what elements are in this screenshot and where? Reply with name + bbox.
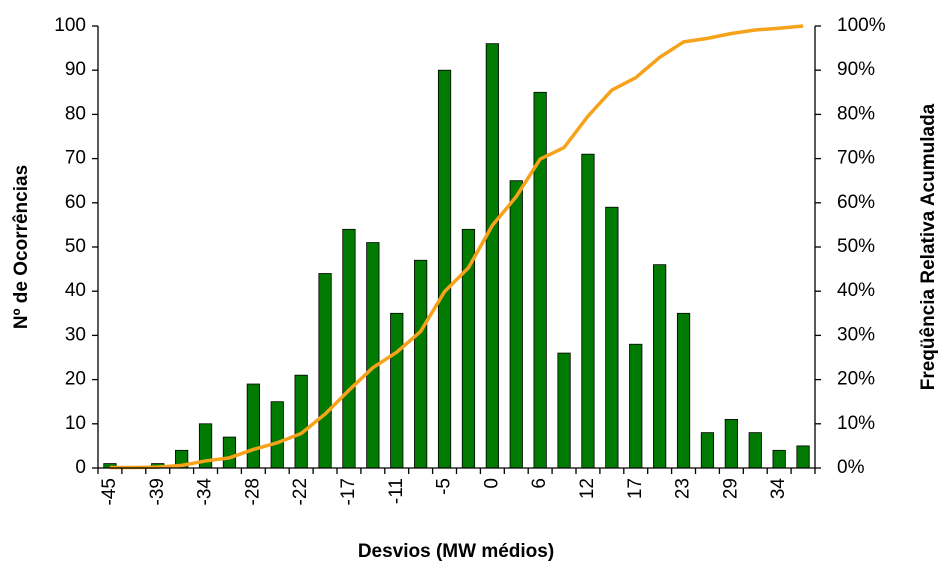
y2-tick-label: 30% <box>837 324 875 345</box>
bar <box>653 264 667 469</box>
y2-tick-label: 100% <box>837 15 886 36</box>
y-tick-label: 100 <box>54 15 86 36</box>
y-tick-label: 20 <box>65 369 86 390</box>
y2-tick-label: 40% <box>837 280 875 301</box>
bar <box>796 445 810 469</box>
bar <box>700 432 715 469</box>
y-tick-label: 50 <box>65 236 86 257</box>
bar <box>581 153 595 469</box>
y2-tick-label: 80% <box>837 103 875 124</box>
y2-tick-label: 70% <box>837 148 875 169</box>
y2-tick-label: 20% <box>837 369 875 390</box>
bar <box>270 401 284 469</box>
x-tick-label: 17 <box>625 478 646 499</box>
bar <box>294 374 308 469</box>
x-tick-label: -39 <box>147 478 168 505</box>
x-tick-label: -28 <box>242 478 263 505</box>
y-tick-label: 30 <box>65 324 86 345</box>
x-tick-label: 0 <box>481 478 502 489</box>
x-tick-label: 6 <box>529 478 550 489</box>
cumulative-line <box>109 24 804 470</box>
y2-tick-label: 10% <box>837 413 875 434</box>
x-tick-label: -22 <box>290 478 311 505</box>
y-tick-label: 80 <box>65 103 86 124</box>
y2-tick-label: 0% <box>837 457 865 478</box>
y-axis-title: Nº de Ocorrências <box>11 165 32 329</box>
bar <box>605 206 619 469</box>
bar <box>509 180 523 469</box>
x-tick-label: -45 <box>99 478 120 505</box>
bar <box>366 242 380 469</box>
x-tick-label: -34 <box>195 478 216 506</box>
y-tick-label: 70 <box>65 148 86 169</box>
bar <box>676 312 691 469</box>
y2-tick-label: 50% <box>837 236 875 257</box>
x-tick-label: 12 <box>577 478 598 499</box>
bar <box>246 383 260 469</box>
x-tick-label: -17 <box>338 478 359 505</box>
bar <box>318 273 332 469</box>
bar <box>724 418 738 469</box>
x-tick-label: 23 <box>673 478 694 499</box>
x-tick-label: 29 <box>720 478 741 499</box>
bar <box>222 436 237 469</box>
y-tick-label: 10 <box>65 413 86 434</box>
y-tick-label: 90 <box>65 59 86 80</box>
x-axis-title: Desvios (MW médios) <box>358 541 554 562</box>
y2-tick-label: 60% <box>837 192 875 213</box>
bar <box>485 43 499 469</box>
bar <box>629 343 643 469</box>
bar <box>437 69 452 469</box>
bar <box>342 228 356 469</box>
x-tick-label: 34 <box>768 478 789 500</box>
bar <box>557 352 571 469</box>
bar <box>414 259 428 469</box>
y-tick-label: 0 <box>75 457 86 478</box>
bar <box>772 449 786 469</box>
bar <box>390 312 404 469</box>
x-tick-label: -5 <box>434 478 455 495</box>
y2-tick-label: 90% <box>837 59 875 80</box>
bar <box>748 432 762 469</box>
y-tick-label: 60 <box>65 192 86 213</box>
y-tick-label: 40 <box>65 280 86 301</box>
y2-axis-title: Freqüência Relativa Acumulada <box>918 103 939 390</box>
x-tick-label: -11 <box>386 478 407 504</box>
bar <box>533 91 547 469</box>
